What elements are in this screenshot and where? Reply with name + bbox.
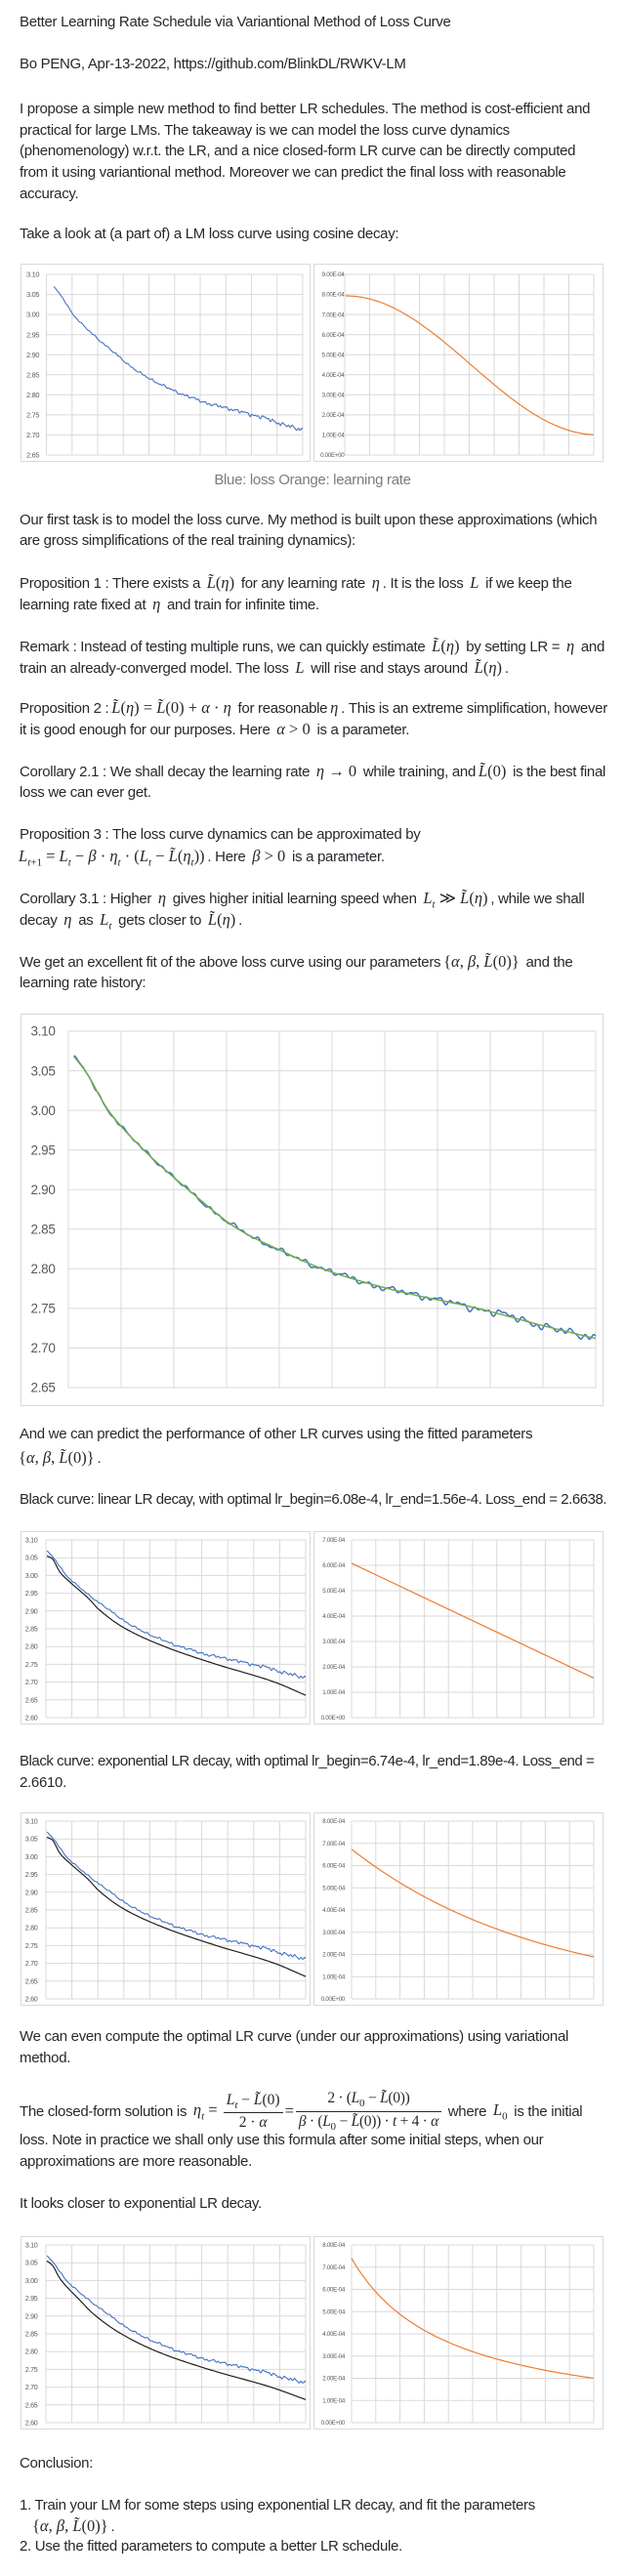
svg-text:4.00E-04: 4.00E-04	[322, 1613, 346, 1620]
svg-text:2.90: 2.90	[25, 2311, 38, 2320]
svg-text:0.00E+00: 0.00E+00	[321, 2420, 346, 2427]
svg-text:2.95: 2.95	[26, 330, 39, 339]
svg-text:6.00E-04: 6.00E-04	[322, 1863, 346, 1870]
svg-text:2.85: 2.85	[25, 1906, 38, 1915]
svg-text:2.60: 2.60	[25, 1995, 38, 2004]
svg-text:3.00E-04: 3.00E-04	[322, 1639, 346, 1645]
svg-text:2.90: 2.90	[25, 1606, 38, 1615]
svg-text:3.00E-04: 3.00E-04	[322, 2353, 346, 2360]
svg-text:6.00E-04: 6.00E-04	[322, 1562, 346, 1569]
svg-text:3.05: 3.05	[25, 2259, 38, 2267]
svg-text:9.00E-04: 9.00E-04	[322, 271, 346, 278]
svg-text:2.65: 2.65	[25, 1976, 38, 1985]
svg-text:3.00: 3.00	[26, 311, 39, 319]
svg-text:4.00E-04: 4.00E-04	[322, 1907, 346, 1914]
svg-text:3.00: 3.00	[25, 2276, 38, 2285]
svg-text:2.70: 2.70	[25, 1959, 38, 1968]
svg-text:2.65: 2.65	[25, 2400, 38, 2409]
svg-text:4.00E-04: 4.00E-04	[322, 2331, 346, 2338]
svg-text:1.00E-04: 1.00E-04	[322, 1974, 346, 1980]
svg-text:2.75: 2.75	[31, 1302, 56, 1316]
svg-text:2.80: 2.80	[25, 1642, 38, 1651]
svg-text:0.00E+00: 0.00E+00	[321, 1715, 346, 1722]
svg-text:2.00E-04: 2.00E-04	[322, 412, 346, 419]
svg-text:8.00E-04: 8.00E-04	[322, 1818, 346, 1825]
svg-text:3.10: 3.10	[25, 1536, 38, 1545]
svg-text:3.00E-04: 3.00E-04	[322, 1930, 346, 1936]
svg-text:3.05: 3.05	[25, 1835, 38, 1844]
svg-text:1.00E-04: 1.00E-04	[322, 1689, 346, 1696]
svg-text:3.00E-04: 3.00E-04	[322, 393, 346, 399]
svg-text:2.65: 2.65	[31, 1381, 56, 1395]
svg-text:4.00E-04: 4.00E-04	[322, 372, 346, 379]
svg-text:2.95: 2.95	[25, 2294, 38, 2303]
svg-text:2.90: 2.90	[26, 351, 39, 359]
svg-text:2.85: 2.85	[26, 370, 39, 379]
svg-text:3.10: 3.10	[26, 270, 39, 279]
svg-text:2.85: 2.85	[31, 1223, 56, 1237]
svg-text:3.05: 3.05	[25, 1554, 38, 1562]
svg-text:2.75: 2.75	[25, 1660, 38, 1669]
svg-text:5.00E-04: 5.00E-04	[322, 1588, 346, 1595]
svg-text:2.75: 2.75	[25, 2365, 38, 2374]
svg-text:3.10: 3.10	[25, 1817, 38, 1826]
svg-text:0.00E+00: 0.00E+00	[320, 452, 345, 459]
svg-text:2.65: 2.65	[25, 1695, 38, 1704]
svg-text:5.00E-04: 5.00E-04	[322, 1885, 346, 1891]
svg-text:7.00E-04: 7.00E-04	[322, 1841, 346, 1848]
svg-text:7.00E-04: 7.00E-04	[322, 1537, 346, 1544]
svg-text:7.00E-04: 7.00E-04	[322, 2264, 346, 2271]
svg-text:2.00E-04: 2.00E-04	[322, 2376, 346, 2383]
svg-text:5.00E-04: 5.00E-04	[322, 352, 346, 358]
svg-text:3.05: 3.05	[31, 1063, 56, 1078]
svg-text:2.95: 2.95	[25, 1870, 38, 1879]
svg-text:2.00E-04: 2.00E-04	[322, 1664, 346, 1671]
svg-text:2.80: 2.80	[25, 2347, 38, 2356]
svg-text:2.85: 2.85	[25, 1625, 38, 1634]
svg-text:3.05: 3.05	[26, 290, 39, 299]
svg-text:0.00E+00: 0.00E+00	[321, 1996, 346, 2003]
svg-text:6.00E-04: 6.00E-04	[322, 2287, 346, 2294]
svg-text:2.00E-04: 2.00E-04	[322, 1952, 346, 1959]
svg-text:2.95: 2.95	[25, 1589, 38, 1598]
svg-text:2.80: 2.80	[25, 1924, 38, 1932]
svg-text:2.80: 2.80	[31, 1262, 56, 1276]
svg-text:1.00E-04: 1.00E-04	[322, 2397, 346, 2404]
svg-text:2.60: 2.60	[25, 1714, 38, 1723]
svg-text:3.10: 3.10	[31, 1024, 56, 1039]
svg-text:8.00E-04: 8.00E-04	[322, 2242, 346, 2249]
svg-text:2.70: 2.70	[31, 1341, 56, 1355]
svg-text:8.00E-04: 8.00E-04	[322, 292, 346, 299]
svg-text:3.00: 3.00	[25, 1571, 38, 1580]
svg-text:2.70: 2.70	[25, 1678, 38, 1686]
svg-text:6.00E-04: 6.00E-04	[322, 332, 346, 339]
svg-text:1.00E-04: 1.00E-04	[322, 433, 346, 439]
svg-text:2.60: 2.60	[25, 2419, 38, 2428]
svg-text:2.75: 2.75	[26, 411, 39, 420]
svg-text:3.10: 3.10	[25, 2241, 38, 2250]
svg-text:5.00E-04: 5.00E-04	[322, 2308, 346, 2315]
svg-text:2.70: 2.70	[25, 2383, 38, 2391]
svg-text:2.65: 2.65	[26, 451, 39, 460]
svg-text:2.95: 2.95	[31, 1143, 56, 1157]
svg-text:2.75: 2.75	[25, 1941, 38, 1950]
svg-text:2.80: 2.80	[26, 391, 39, 399]
svg-text:2.90: 2.90	[25, 1888, 38, 1896]
svg-text:3.00: 3.00	[31, 1103, 56, 1118]
svg-text:2.85: 2.85	[25, 2330, 38, 2339]
svg-text:2.70: 2.70	[26, 431, 39, 439]
svg-text:7.00E-04: 7.00E-04	[322, 312, 346, 318]
svg-text:3.00: 3.00	[25, 1852, 38, 1861]
svg-text:2.90: 2.90	[31, 1183, 56, 1197]
